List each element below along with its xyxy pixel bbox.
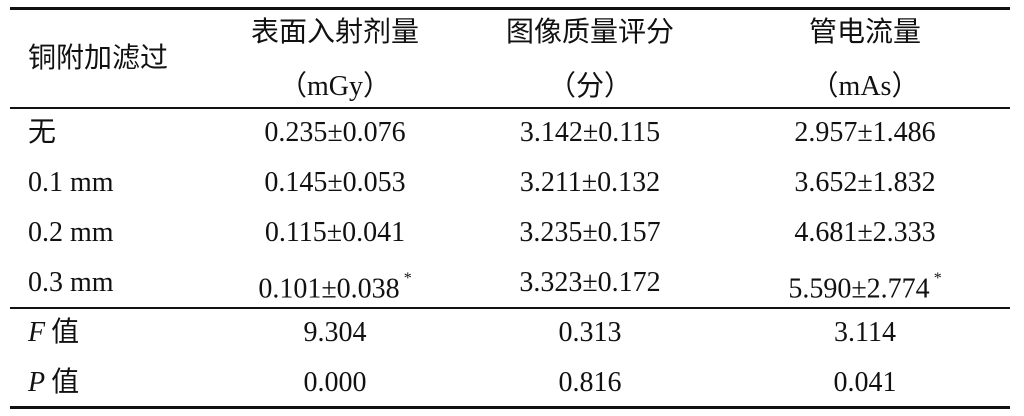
cell-value: 0.235±0.076 (264, 117, 406, 148)
cell-value: 3.211±0.132 (519, 167, 661, 198)
cell-value: 0.145±0.053 (264, 167, 406, 198)
cell: 2.957±1.486 (794, 108, 935, 158)
row-label: 0.1 mm (28, 167, 114, 198)
cell: 3.652±1.832 (794, 158, 935, 208)
cell: 3.142±0.115 (520, 108, 660, 158)
cell: 3.235±0.157 (519, 208, 660, 258)
cell-value: 3.235±0.157 (519, 217, 661, 248)
stat-value: 0.000 (303, 367, 367, 398)
header-name: 图像质量评分 (505, 17, 675, 48)
rule-stats (10, 307, 1010, 309)
stat-value: 0.816 (558, 367, 622, 398)
stat-value: 9.304 (303, 317, 367, 348)
cell-value: 2.957±1.486 (794, 117, 936, 148)
row-label: 无 (28, 117, 57, 148)
cell-value: 0.115±0.041 (264, 217, 406, 248)
cell-value: 3.323±0.172 (519, 267, 661, 298)
cell-value: 3.142±0.115 (519, 117, 661, 148)
cell: 0.115±0.041 (265, 208, 405, 258)
stat-symbol: P (28, 367, 46, 398)
cell: 0.235±0.076 (264, 108, 405, 158)
significance-mark: * (933, 270, 942, 287)
stat-name: 值 (51, 317, 80, 348)
header-unit: （mGy） (278, 71, 392, 102)
cell: 3.323±0.172 (519, 258, 660, 308)
stat-symbol: F (28, 317, 46, 348)
cell-value: 5.590±2.774 (788, 273, 930, 305)
significance-mark: * (403, 270, 412, 287)
header-name: 管电流量 (808, 17, 922, 48)
stat-value: 0.041 (833, 367, 897, 398)
cell-value: 4.681±2.333 (794, 217, 936, 248)
cell-value: 0.101±0.038 (258, 273, 400, 305)
cell: 0.101±0.038 * (258, 258, 411, 308)
header-unit: （分） (547, 71, 633, 102)
cell: 3.211±0.132 (520, 158, 660, 208)
header-name: 表面入射剂量 (250, 17, 420, 48)
rule-bottom (10, 406, 1010, 409)
stat-value: 3.114 (834, 317, 896, 348)
cell-value: 3.652±1.832 (794, 167, 936, 198)
row-label: 0.2 mm (28, 217, 114, 248)
header-cell: 铜附加滤过 (28, 43, 169, 74)
rule-top (10, 7, 1010, 10)
cell: 4.681±2.333 (794, 208, 935, 258)
stat-value: 0.313 (558, 317, 622, 348)
stat-name: 值 (51, 367, 80, 398)
cell: 5.590±2.774 * (788, 258, 941, 308)
header-unit: （mAs） (810, 71, 920, 102)
cell: 0.145±0.053 (264, 158, 405, 208)
rule-header (10, 107, 1010, 109)
row-label: 0.3 mm (28, 267, 114, 298)
